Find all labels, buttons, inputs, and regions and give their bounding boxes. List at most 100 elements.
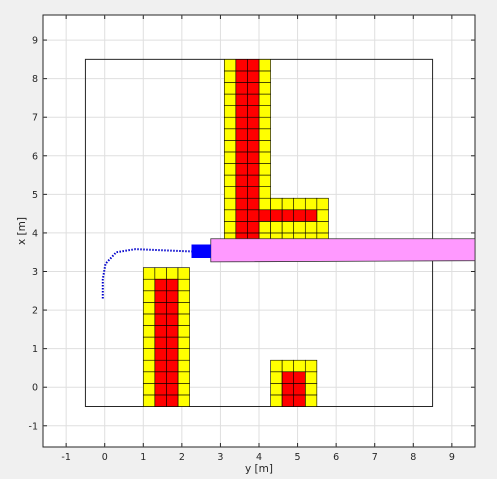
inflation-cell xyxy=(258,70,271,83)
y-tick-label: 2 xyxy=(32,306,38,317)
obstacle-cell xyxy=(235,174,248,187)
inflation-cell xyxy=(177,336,190,349)
x-axis-label: y [m] xyxy=(245,463,273,475)
inflation-cell xyxy=(223,105,237,118)
y-tick-label: 1 xyxy=(32,344,38,355)
inflation-cell xyxy=(177,278,190,292)
y-tick-label: 8 xyxy=(32,74,38,85)
inflation-cell xyxy=(258,59,271,72)
inflation-cell xyxy=(223,174,237,187)
axis-ticks: -1 0 1 2 3 4 5 6 7 8 9 -1 0 1 2 3 4 5 6 7 8 9 xyxy=(29,15,475,463)
inflation-cell xyxy=(177,313,190,326)
x-tick-label: 6 xyxy=(333,452,339,463)
inflation-cell xyxy=(258,140,271,153)
inflation-cell xyxy=(270,359,283,373)
inflation-cell xyxy=(258,163,271,176)
obstacle-cell xyxy=(166,394,179,407)
inflation-cell xyxy=(270,221,283,234)
obstacle-cell xyxy=(166,348,179,361)
inflation-cell xyxy=(223,93,237,106)
inflation-cell xyxy=(142,302,156,315)
inflation-cell xyxy=(177,371,190,384)
inflation-cell xyxy=(142,267,156,280)
obstacle-cell xyxy=(281,371,295,384)
obstacle-cell xyxy=(247,128,260,141)
inflation-cell xyxy=(142,336,156,349)
obstacle-cell xyxy=(166,336,179,349)
obstacle-cell xyxy=(166,359,179,373)
inflation-cell xyxy=(142,325,156,338)
obstacle-cell xyxy=(247,174,260,187)
obstacle-cell xyxy=(166,383,179,396)
obstacle-cell xyxy=(247,116,260,130)
y-tick-label: 0 xyxy=(32,383,38,394)
x-tick-label: 8 xyxy=(410,452,416,463)
obstacle-cell xyxy=(154,348,167,361)
obstacle-cell xyxy=(281,394,295,407)
obstacle-cell xyxy=(304,209,318,222)
inflation-cell xyxy=(223,82,237,95)
inflation-cell xyxy=(258,174,271,187)
obstacle-cell xyxy=(247,82,260,95)
obstacle-cell xyxy=(293,394,306,407)
obstacle-cell xyxy=(293,371,306,384)
inflation-cell xyxy=(304,394,318,407)
inflation-cell xyxy=(177,348,190,361)
inflation-cell xyxy=(223,116,237,130)
inflation-cell xyxy=(270,383,283,396)
obstacle-cell xyxy=(235,186,248,199)
inflation-cell xyxy=(258,93,271,106)
x-tick-label: 5 xyxy=(295,452,301,463)
obstacle-cell xyxy=(235,116,248,130)
obstacle-cell xyxy=(235,151,248,164)
obstacle-cell xyxy=(166,302,179,315)
inflation-cell xyxy=(223,151,237,164)
obstacle-cell xyxy=(235,163,248,176)
inflation-cell xyxy=(142,383,156,396)
inflation-cell xyxy=(316,209,329,222)
obstacle-cell xyxy=(258,209,271,222)
obstacle-cell xyxy=(247,197,260,211)
inflation-cell xyxy=(304,359,318,373)
obstacle-cell xyxy=(247,209,260,222)
obstacle-cell xyxy=(154,394,167,407)
inflation-cell xyxy=(177,394,190,407)
obstacle-cell xyxy=(235,105,248,118)
obstacle-cell xyxy=(235,93,248,106)
inflation-cell xyxy=(223,197,237,211)
x-tick-label: 7 xyxy=(372,452,378,463)
inflation-cell xyxy=(258,197,271,211)
y-tick-label: 3 xyxy=(32,267,38,278)
inflation-cell xyxy=(304,371,318,384)
obstacle-cell xyxy=(235,128,248,141)
inflation-cell xyxy=(177,267,190,280)
obstacle-cell xyxy=(247,70,260,83)
obstacle-cell xyxy=(281,383,295,396)
inflation-cell xyxy=(142,313,156,326)
obstacle-cell xyxy=(166,371,179,384)
inflation-cell xyxy=(142,278,156,292)
inflation-cell xyxy=(316,221,329,234)
inflation-cell xyxy=(258,82,271,95)
x-tick-label: 0 xyxy=(102,452,108,463)
y-tick-label: 4 xyxy=(32,228,38,239)
inflation-cell xyxy=(270,394,283,407)
inflation-cell xyxy=(223,128,237,141)
obstacle-cell xyxy=(235,197,248,211)
obstacle-cell xyxy=(235,140,248,153)
inflation-cell xyxy=(293,221,306,234)
inflation-cell xyxy=(177,290,190,303)
inflation-cell xyxy=(142,348,156,361)
obstacle-cell xyxy=(247,186,260,199)
obstacle-cell xyxy=(154,302,167,315)
inflation-cell xyxy=(142,290,156,303)
inflation-cell xyxy=(223,186,237,199)
obstacle-cell xyxy=(247,59,260,72)
obstacle-cell xyxy=(154,359,167,373)
obstacle-cell xyxy=(154,325,167,338)
x-tick-label: 9 xyxy=(449,452,455,463)
obstacle-cell xyxy=(154,336,167,349)
obstacle-cell xyxy=(247,151,260,164)
inflation-cell xyxy=(304,197,318,211)
